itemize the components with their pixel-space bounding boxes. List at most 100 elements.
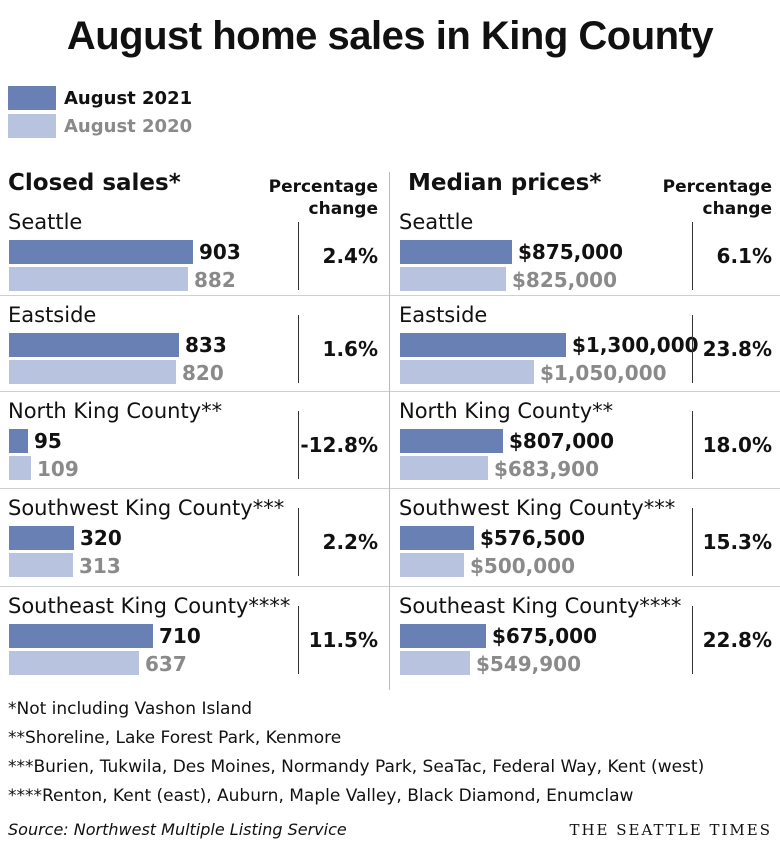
price-value-label-2021: $807,000 bbox=[509, 429, 615, 453]
price-value-label-2020: $683,900 bbox=[494, 457, 600, 481]
price-value-label-2021: $576,500 bbox=[480, 526, 586, 550]
sales-bar-2020 bbox=[9, 267, 188, 291]
sales-region-name: North King County** bbox=[8, 399, 223, 423]
pct-header-line2: change bbox=[702, 199, 772, 219]
sales-pct-rule bbox=[298, 315, 299, 383]
price-bar-2021 bbox=[400, 240, 512, 264]
sales-pct-rule bbox=[298, 222, 299, 290]
sales-value-label-2020: 109 bbox=[37, 457, 79, 481]
price-region-name: Southwest King County*** bbox=[399, 496, 676, 520]
sales-value-label-2021: 710 bbox=[159, 624, 201, 648]
footnote-4: ****Renton, Kent (east), Auburn, Maple V… bbox=[8, 786, 634, 806]
median-prices-pct-header: Percentage change bbox=[652, 176, 772, 220]
price-bar-2020 bbox=[400, 267, 506, 291]
sales-value-label-2020: 882 bbox=[194, 268, 236, 292]
sales-pct-rule bbox=[298, 411, 299, 479]
legend-label-2021: August 2021 bbox=[64, 87, 193, 109]
price-region-name: Eastside bbox=[399, 303, 488, 327]
chart-title: August home sales in King County bbox=[66, 14, 714, 58]
price-region-name: North King County** bbox=[399, 399, 614, 423]
legend-item-2020: August 2020 bbox=[8, 113, 192, 139]
median-prices-title: Median prices* bbox=[408, 170, 602, 196]
price-bar-2021 bbox=[400, 429, 503, 453]
price-value-label-2021: $1,300,000 bbox=[572, 333, 699, 357]
price-row-separator bbox=[390, 391, 780, 392]
sales-value-label-2021: 320 bbox=[80, 526, 122, 550]
price-pct-rule bbox=[692, 606, 693, 674]
price-row-separator bbox=[390, 586, 780, 587]
legend-swatch-2021 bbox=[8, 86, 56, 110]
price-region-name: Southeast King County**** bbox=[399, 594, 682, 618]
publisher-logo: THE SEATTLE TIMES bbox=[569, 821, 772, 839]
price-bar-2020 bbox=[400, 360, 534, 384]
sales-bar-2021 bbox=[9, 526, 74, 550]
price-value-label-2020: $500,000 bbox=[470, 554, 576, 578]
price-bar-2021 bbox=[400, 526, 474, 550]
price-pct-change: 18.0% bbox=[702, 433, 772, 457]
footnote-2: **Shoreline, Lake Forest Park, Kenmore bbox=[8, 728, 342, 748]
price-bar-2020 bbox=[400, 456, 488, 480]
closed-sales-pct-header: Percentage change bbox=[262, 176, 378, 220]
price-value-label-2020: $825,000 bbox=[512, 268, 618, 292]
sales-bar-2020 bbox=[9, 456, 31, 480]
price-bar-2021 bbox=[400, 624, 486, 648]
sales-bar-2020 bbox=[9, 553, 73, 577]
sales-pct-change: -12.8% bbox=[300, 433, 378, 457]
closed-sales-title: Closed sales* bbox=[8, 170, 181, 196]
price-value-label-2020: $1,050,000 bbox=[540, 361, 667, 385]
sales-pct-rule bbox=[298, 508, 299, 576]
sales-region-name: Seattle bbox=[8, 210, 83, 234]
sales-pct-change: 2.2% bbox=[322, 530, 378, 554]
sales-region-name: Eastside bbox=[8, 303, 97, 327]
sales-pct-change: 1.6% bbox=[322, 337, 378, 361]
price-pct-change: 15.3% bbox=[702, 530, 772, 554]
sales-bar-2021 bbox=[9, 624, 153, 648]
price-pct-rule bbox=[692, 411, 693, 479]
sales-pct-change: 2.4% bbox=[322, 244, 378, 268]
price-row-separator bbox=[390, 488, 780, 489]
price-bar-2021 bbox=[400, 333, 566, 357]
price-value-label-2020: $549,900 bbox=[476, 652, 582, 676]
sales-bar-2020 bbox=[9, 360, 176, 384]
sales-bar-2020 bbox=[9, 651, 139, 675]
price-region-name: Seattle bbox=[399, 210, 474, 234]
sales-bar-2021 bbox=[9, 240, 193, 264]
sales-row-separator bbox=[0, 295, 389, 296]
sales-bar-2021 bbox=[9, 429, 28, 453]
footnote-3: ***Burien, Tukwila, Des Moines, Normandy… bbox=[8, 757, 705, 777]
price-bar-2020 bbox=[400, 553, 464, 577]
sales-region-name: Southwest King County*** bbox=[8, 496, 285, 520]
pct-header-line2: change bbox=[308, 199, 378, 219]
sales-row-separator bbox=[0, 391, 389, 392]
sales-pct-rule bbox=[298, 606, 299, 674]
sales-value-label-2020: 820 bbox=[182, 361, 224, 385]
price-pct-rule bbox=[692, 222, 693, 290]
legend-swatch-2020 bbox=[8, 114, 56, 138]
price-pct-change: 6.1% bbox=[716, 244, 772, 268]
price-row-separator bbox=[390, 295, 780, 296]
price-pct-change: 23.8% bbox=[702, 337, 772, 361]
sales-row-separator bbox=[0, 488, 389, 489]
legend-label-2020: August 2020 bbox=[64, 115, 193, 137]
sales-value-label-2020: 637 bbox=[145, 652, 187, 676]
price-pct-rule bbox=[692, 315, 693, 383]
sales-value-label-2021: 833 bbox=[185, 333, 227, 357]
sales-value-label-2021: 903 bbox=[199, 240, 241, 264]
price-pct-rule bbox=[692, 508, 693, 576]
price-bar-2020 bbox=[400, 651, 470, 675]
legend-item-2021: August 2021 bbox=[8, 85, 192, 111]
pct-header-line1: Percentage bbox=[662, 177, 772, 197]
sales-region-name: Southeast King County**** bbox=[8, 594, 291, 618]
source-note: Source: Northwest Multiple Listing Servi… bbox=[8, 820, 347, 839]
pct-header-line1: Percentage bbox=[268, 177, 378, 197]
panel-divider bbox=[389, 172, 390, 690]
sales-value-label-2020: 313 bbox=[79, 554, 121, 578]
price-value-label-2021: $875,000 bbox=[518, 240, 624, 264]
footnote-1: *Not including Vashon Island bbox=[8, 699, 253, 719]
sales-value-label-2021: 95 bbox=[34, 429, 62, 453]
sales-pct-change: 11.5% bbox=[308, 628, 378, 652]
sales-row-separator bbox=[0, 586, 389, 587]
price-pct-change: 22.8% bbox=[702, 628, 772, 652]
sales-bar-2021 bbox=[9, 333, 179, 357]
price-value-label-2021: $675,000 bbox=[492, 624, 598, 648]
